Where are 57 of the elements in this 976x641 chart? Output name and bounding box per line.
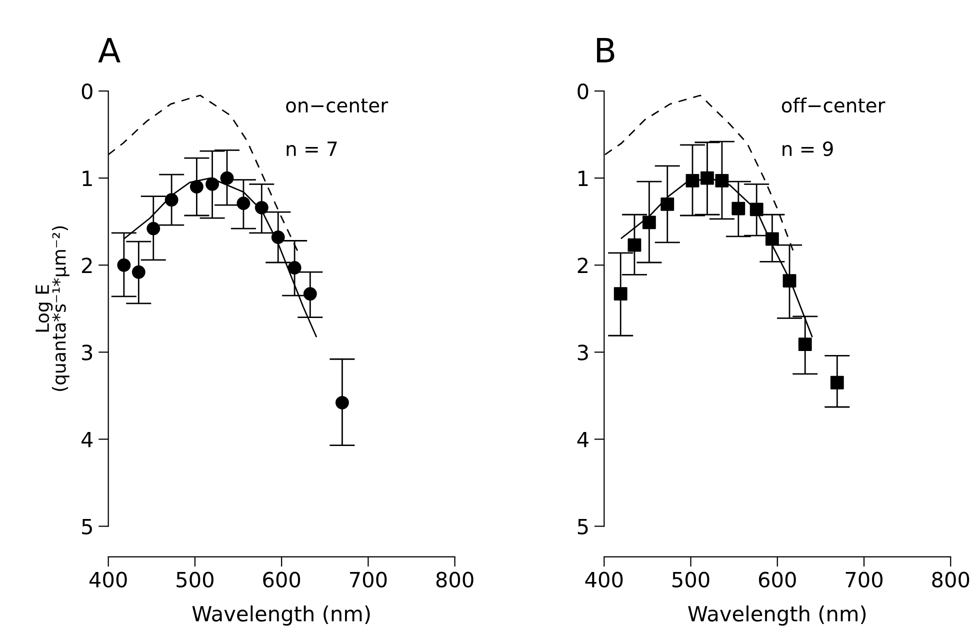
point [700, 171, 714, 185]
x-tick-label: 700 [846, 572, 883, 588]
y-tick-label: 1 [82, 170, 92, 186]
point [628, 238, 642, 252]
y-tick-label: 5 [578, 518, 588, 534]
y-tick-label: 4 [82, 432, 93, 448]
point [830, 376, 844, 390]
y-axis-title: Log E (quanta*s⁻¹*μm⁻²) [36, 226, 70, 391]
point [190, 180, 204, 194]
annotation: n = 9 [782, 141, 833, 156]
x-tick-label: 600 [263, 572, 300, 588]
x-axis-title: Wavelength (nm) [688, 605, 866, 626]
y-tick-label: 3 [578, 344, 588, 360]
x-tick-label: 500 [176, 572, 214, 588]
x-tick-label: 400 [585, 572, 623, 588]
chart-title: B [597, 38, 614, 62]
point [164, 193, 178, 207]
x-tick-label: 800 [436, 572, 474, 588]
point [686, 174, 700, 188]
point [732, 202, 746, 216]
point [614, 287, 628, 301]
x-tick-label: 600 [758, 572, 796, 588]
point [206, 177, 219, 191]
x-axis-title: Wavelength (nm) [192, 605, 370, 626]
y-tick-label: 3 [82, 344, 92, 360]
point [715, 174, 729, 188]
x-tick-label: 800 [932, 572, 970, 588]
point [288, 261, 302, 274]
point [642, 216, 656, 230]
y-tick-label: 2 [578, 258, 588, 274]
annotation: off−center [782, 98, 886, 113]
chart-title: A [98, 38, 120, 62]
point [765, 232, 779, 246]
annotation: on−center [286, 98, 388, 113]
annotation: n = 7 [286, 142, 337, 156]
x-tick-label: 400 [89, 572, 127, 588]
point [220, 171, 234, 185]
x-tick-label: 500 [672, 572, 710, 588]
point [336, 396, 349, 410]
x-tick-label: 700 [350, 572, 387, 588]
point [146, 222, 160, 236]
point [132, 265, 146, 279]
y-tick-label: 5 [82, 518, 92, 534]
point [660, 197, 674, 211]
point [303, 287, 317, 301]
y-tick-label: 2 [82, 258, 92, 274]
y-tick-label: 0 [578, 83, 588, 100]
point [750, 202, 764, 216]
point [798, 338, 812, 352]
y-tick-label: 1 [578, 170, 588, 186]
point [782, 274, 796, 288]
point [236, 196, 250, 210]
y-tick-label: 0 [82, 83, 92, 100]
y-tick-label: 4 [577, 432, 588, 448]
point [117, 258, 131, 272]
point [271, 230, 285, 244]
point [254, 200, 268, 214]
